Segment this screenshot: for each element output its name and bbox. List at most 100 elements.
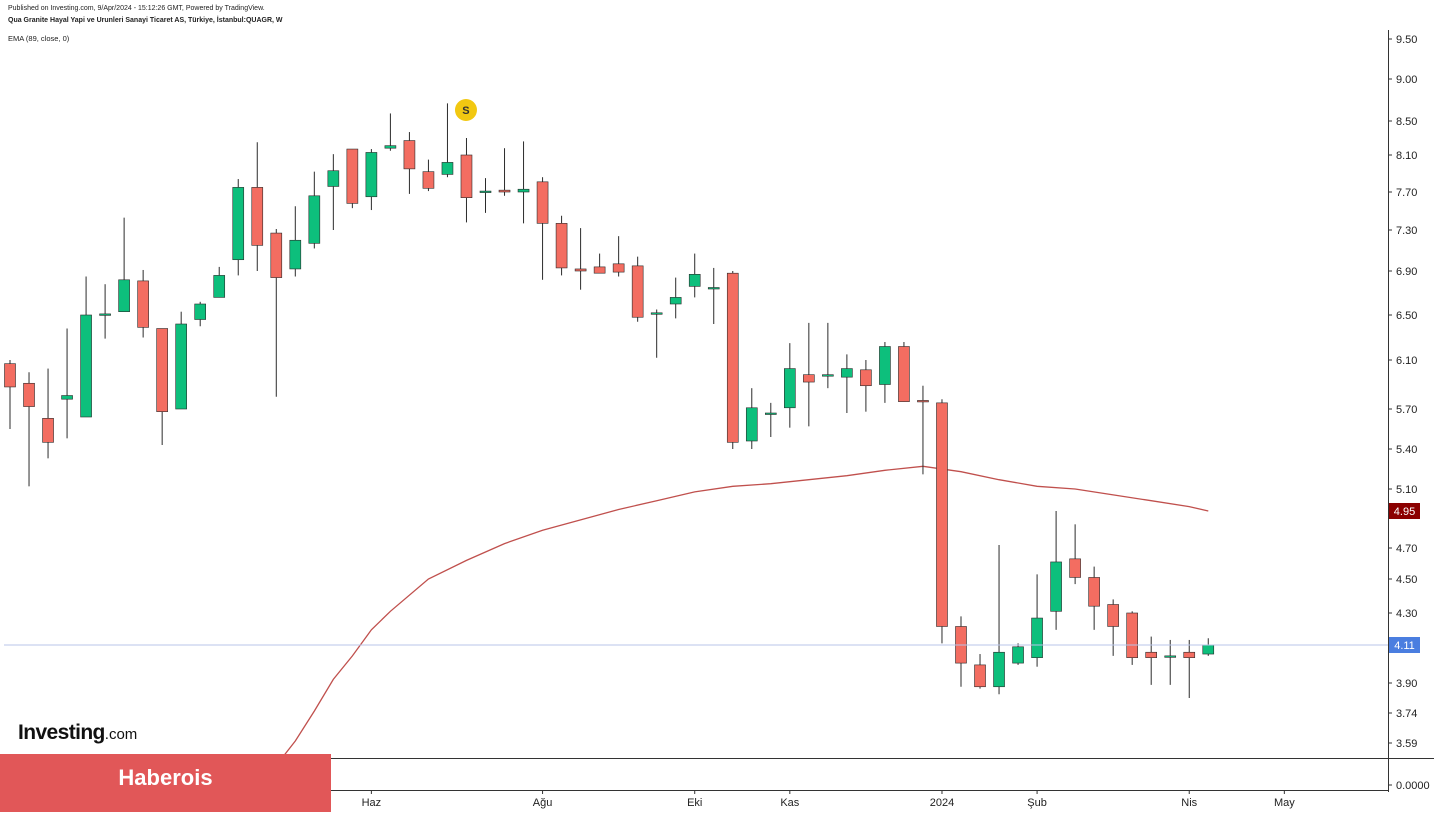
- candle: [4, 360, 16, 429]
- candle: [194, 301, 206, 327]
- candle: [384, 113, 397, 151]
- candle: [860, 360, 872, 412]
- y-tick-label: 4.50: [1396, 574, 1417, 586]
- candle: [441, 103, 454, 178]
- candle-body-up: [1164, 655, 1177, 658]
- candle: [1050, 511, 1062, 630]
- symbol-title: Qua Granite Hayal Yapi ve Urunleri Sanay…: [8, 17, 283, 24]
- ema-line: [256, 465, 1209, 783]
- candle: [612, 236, 625, 277]
- candle-body-up: [80, 314, 92, 418]
- x-tick-label: Eki: [687, 797, 702, 809]
- y-tick-label: 3.59: [1396, 738, 1417, 750]
- candle: [365, 149, 378, 211]
- candle-body-up: [517, 188, 530, 193]
- candle: [841, 354, 853, 413]
- candle-body-down: [593, 266, 606, 274]
- candle-body-up: [841, 368, 853, 378]
- candle: [498, 148, 511, 196]
- candle: [1031, 574, 1043, 667]
- candle-body-up: [1031, 617, 1043, 658]
- candle-body-down: [1069, 558, 1081, 578]
- y-tick-label: 7.70: [1396, 187, 1417, 199]
- candle: [650, 309, 663, 358]
- candle: [803, 322, 815, 427]
- candle-body-down: [1126, 612, 1138, 658]
- candle: [460, 138, 473, 223]
- candle-body-up: [879, 346, 891, 385]
- candle: [1107, 599, 1119, 656]
- x-tick-label: Nis: [1181, 797, 1197, 809]
- candle-body-down: [498, 189, 511, 193]
- candle: [1069, 524, 1081, 585]
- x-tick-label: Haz: [362, 797, 382, 809]
- candle-body-up: [365, 152, 378, 198]
- candle-body-up: [1050, 561, 1062, 612]
- axes-layer: 9.50 9.00 8.50 8.10 7.70 7.30 6.90 6.50 6.10 5.70…: [0, 30, 1434, 809]
- candle: [593, 253, 606, 274]
- candle-body-down: [137, 280, 149, 328]
- candle-body-up: [61, 395, 73, 400]
- candle: [175, 311, 187, 410]
- candle-body-down: [270, 232, 283, 278]
- candle: [879, 342, 891, 403]
- candle-body-down: [536, 181, 549, 224]
- candle: [137, 269, 149, 338]
- candle: [822, 322, 834, 389]
- candle-body-down: [23, 382, 35, 407]
- candle: [536, 177, 549, 280]
- candle: [308, 171, 321, 249]
- candle: [23, 372, 35, 487]
- candle-body-down: [156, 328, 168, 412]
- candle: [289, 206, 302, 277]
- candle: [479, 178, 492, 213]
- candle-body-down: [422, 171, 435, 189]
- ema-legend: EMA (89, close, 0): [8, 34, 70, 43]
- candle: [1202, 638, 1215, 656]
- candle-body-down: [555, 223, 568, 269]
- logo-text: Investing: [18, 721, 105, 744]
- watermark-banner: Haberois: [0, 754, 331, 812]
- investing-logo: Investing.com: [18, 721, 137, 745]
- candle: [1183, 639, 1196, 698]
- candle-body-down: [251, 187, 264, 246]
- candle: [974, 654, 986, 689]
- candle-body-up: [175, 323, 187, 410]
- ema-value-badge-label: 4.95: [1394, 506, 1415, 518]
- candle: [784, 343, 796, 428]
- candle-body-down: [726, 272, 739, 443]
- candle-body-up: [308, 195, 321, 244]
- candle-body-up: [232, 187, 245, 261]
- candle: [251, 142, 264, 271]
- candle-body-up: [784, 368, 796, 409]
- candle-body-up: [707, 287, 720, 290]
- candle-body-up: [822, 374, 834, 377]
- candle-body-down: [574, 268, 587, 272]
- y-tick-label: 6.50: [1396, 310, 1417, 322]
- candle-body-down: [403, 140, 416, 170]
- candle: [555, 215, 568, 276]
- candle: [1012, 643, 1024, 665]
- candle: [955, 616, 967, 687]
- candle-body-down: [460, 154, 473, 199]
- candle: [726, 271, 739, 449]
- y-tick-label: 5.10: [1396, 484, 1417, 496]
- candle: [403, 132, 416, 194]
- last-price-badge: [1389, 637, 1420, 653]
- candle: [688, 253, 701, 298]
- candle-body-up: [213, 275, 226, 298]
- candle: [745, 388, 758, 449]
- y-tick-label: 6.90: [1396, 266, 1417, 278]
- candle: [99, 284, 111, 339]
- candle: [1164, 639, 1177, 685]
- y-tick-label: 5.40: [1396, 444, 1417, 456]
- candle: [707, 267, 720, 324]
- y-tick-label: 7.30: [1396, 225, 1417, 237]
- candle-body-down: [631, 265, 644, 318]
- x-tick-label: Kas: [780, 797, 799, 809]
- candle: [631, 256, 644, 322]
- y-tick-label: 5.70: [1396, 404, 1417, 416]
- y-tick-label: 3.90: [1396, 678, 1417, 690]
- candle: [213, 266, 226, 298]
- candle-body-up: [384, 145, 397, 149]
